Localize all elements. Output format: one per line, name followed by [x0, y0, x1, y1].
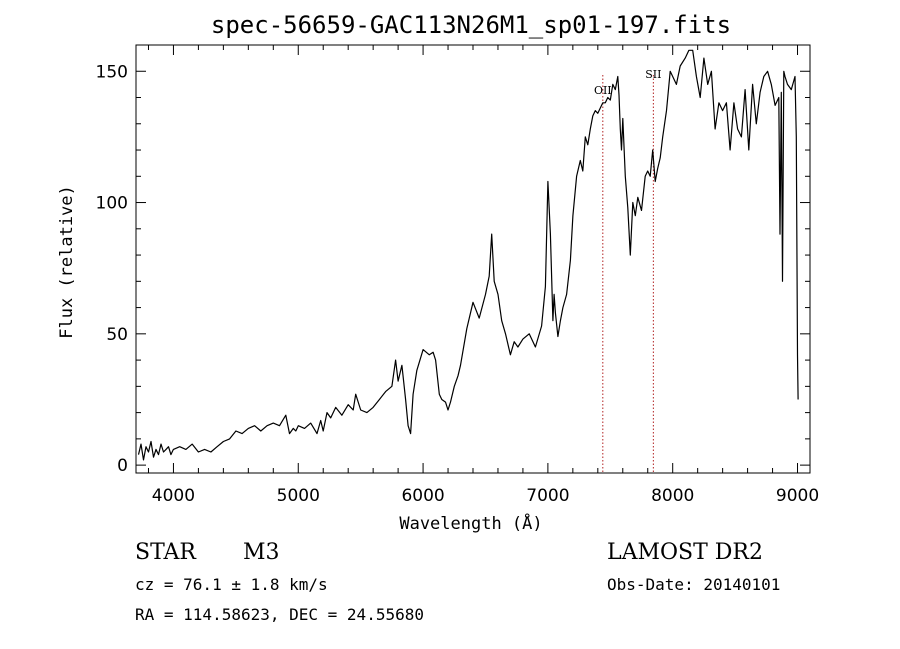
- x-tick-label: 5000: [277, 486, 320, 506]
- y-tick-label: 150: [96, 62, 128, 82]
- object-subclass: M3: [243, 540, 280, 565]
- spectrum-line: [137, 49, 799, 461]
- y-tick-label: 50: [106, 325, 128, 345]
- x-tick-label: 7000: [526, 486, 569, 506]
- plot-frame: [135, 44, 811, 474]
- x-tick-label: 6000: [401, 486, 444, 506]
- x-tick-label: 4000: [152, 486, 195, 506]
- object-class: STAR: [135, 540, 197, 565]
- line-marker-label-oii: OII: [594, 84, 612, 97]
- x-tick-label: 9000: [776, 486, 819, 506]
- observation-date: Obs-Date: 20140101: [607, 575, 780, 594]
- redshift-velocity: cz = 76.1 ± 1.8 km/s: [135, 575, 328, 594]
- y-tick-label: 100: [96, 194, 128, 214]
- line-marker-label-sii: SII: [645, 68, 661, 81]
- y-tick-label: 0: [117, 456, 128, 476]
- chart-title: spec-56659-GAC113N26M1_sp01-197.fits: [211, 11, 731, 39]
- x-axis-label: Wavelength (Å): [399, 512, 542, 534]
- survey-name: LAMOST DR2: [607, 540, 763, 565]
- y-axis-label: Flux (relative): [57, 185, 77, 339]
- plot-area: 4000 5000 6000 7000 8000 9000 0 50 100 150 OII SII: [96, 44, 819, 506]
- x-tick-label: 8000: [651, 486, 694, 506]
- coordinates: RA = 114.58623, DEC = 24.55680: [135, 605, 424, 624]
